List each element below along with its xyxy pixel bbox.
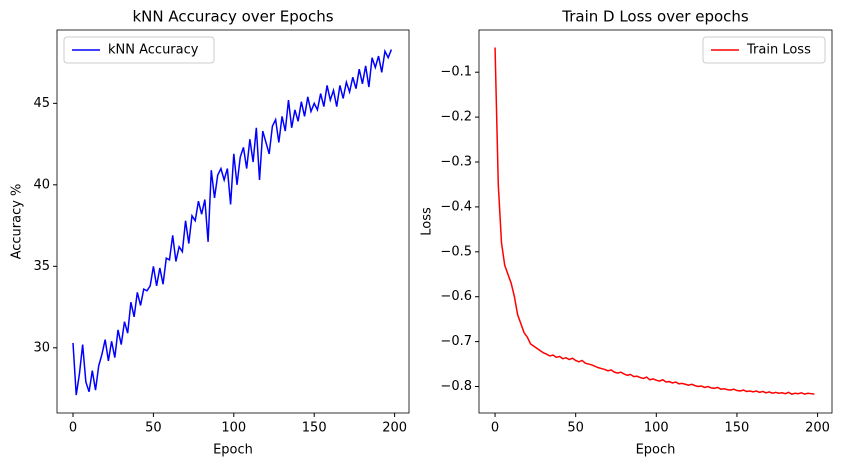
chart-title: kNN Accuracy over Epochs [132,8,333,26]
x-tick-label: 0 [69,421,77,436]
axes-frame [478,29,833,414]
x-axis-label: Epoch [213,443,253,458]
y-tick-label: 40 [33,177,50,192]
x-tick-label: 200 [382,421,407,436]
chart-title: Train D Loss over epochs [561,8,749,26]
line-series [494,47,815,395]
y-tick-label: −0.6 [440,289,472,304]
y-tick-label: 30 [33,340,50,355]
y-tick-label: −0.2 [440,110,472,125]
y-tick-label: 45 [33,96,50,111]
axes-frame [56,29,410,414]
x-tick-label: 200 [805,421,830,436]
x-tick-label: 100 [221,421,246,436]
legend-box [63,36,215,64]
y-tick-label: −0.7 [440,334,472,349]
legend-box [702,36,826,64]
y-tick-label: −0.1 [440,65,472,80]
x-tick-label: 150 [302,421,327,436]
line-series [72,48,393,396]
x-axis-label: Epoch [636,443,676,458]
y-tick-label: −0.4 [440,199,472,214]
x-tick-label: 150 [725,421,750,436]
x-tick-label: 100 [644,421,669,436]
y-tick-label: 35 [33,259,50,274]
legend-label: kNN Accuracy [108,43,199,58]
y-tick-label: −0.5 [440,244,472,259]
x-tick-label: 50 [145,421,162,436]
y-tick-label: −0.8 [440,379,472,394]
y-axis-label: Loss [420,207,435,236]
x-tick-label: 50 [567,421,584,436]
y-axis-label: Accuracy % [10,184,25,260]
x-tick-label: 0 [491,421,499,436]
legend-label: Train Loss [746,43,811,58]
y-tick-label: −0.3 [440,155,472,170]
